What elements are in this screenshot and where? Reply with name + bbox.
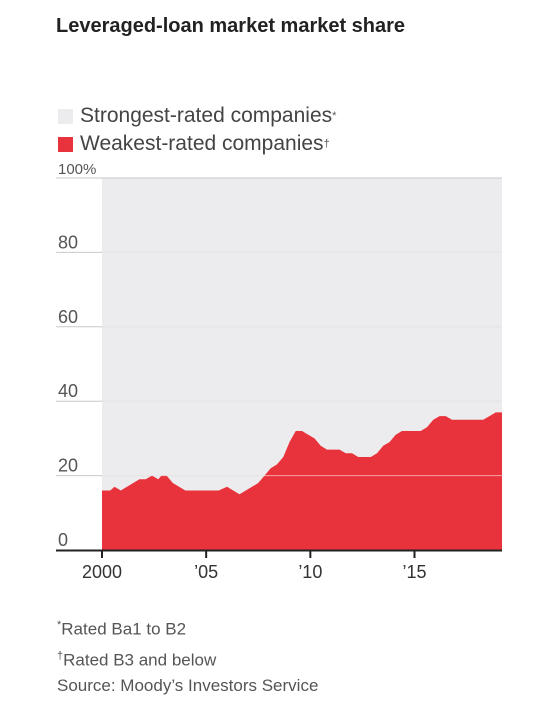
legend: Strongest-rated companies * Weakest-rated…	[58, 102, 336, 158]
x-tick-label-2005: ’05	[194, 562, 218, 582]
legend-swatch-strongest	[58, 108, 73, 124]
footnote-marker-strongest: *	[57, 619, 62, 631]
y-tick-label-0: 0	[58, 530, 68, 550]
y-tick-label-80: 80	[58, 232, 78, 252]
x-tick-label-2010: ’10	[298, 562, 322, 582]
x-tick-label-2015: ’15	[402, 562, 426, 582]
footnote-text-strongest: Rated Ba1 to B2	[61, 619, 187, 639]
area-weakest-rated	[102, 412, 502, 550]
y-tick-label-100: 100%	[58, 161, 96, 178]
footnotes: *Rated Ba1 to B2 †Rated B3 and below Sou…	[57, 612, 318, 699]
legend-marker-strongest: *	[332, 110, 337, 122]
footnote-text-weakest: Rated B3 and below	[63, 650, 217, 670]
footnote-weakest: †Rated B3 and below	[57, 643, 318, 674]
legend-label-strongest: Strongest-rated companies	[80, 104, 333, 127]
y-tick-label-20: 20	[58, 456, 78, 476]
source-note: Source: Moody’s Investors Service	[57, 676, 319, 696]
footnote-marker-weakest: †	[57, 649, 64, 662]
legend-marker-weakest: †	[323, 138, 330, 150]
y-tick-label-60: 60	[58, 307, 78, 327]
legend-item-strongest: Strongest-rated companies *	[58, 102, 336, 130]
legend-label-weakest: Weakest-rated companies	[80, 132, 324, 155]
chart-title: Leveraged-loan market market share	[56, 15, 406, 37]
footnote-strongest: *Rated Ba1 to B2	[57, 612, 318, 643]
area-chart: 0 20 40 60 80 100% 2000 ’05 ’10 ’15	[56, 161, 502, 582]
legend-swatch-weakest	[58, 136, 73, 152]
x-tick-label-2000: 2000	[82, 562, 122, 582]
legend-item-weakest: Weakest-rated companies †	[58, 130, 336, 158]
y-tick-label-40: 40	[58, 381, 78, 401]
